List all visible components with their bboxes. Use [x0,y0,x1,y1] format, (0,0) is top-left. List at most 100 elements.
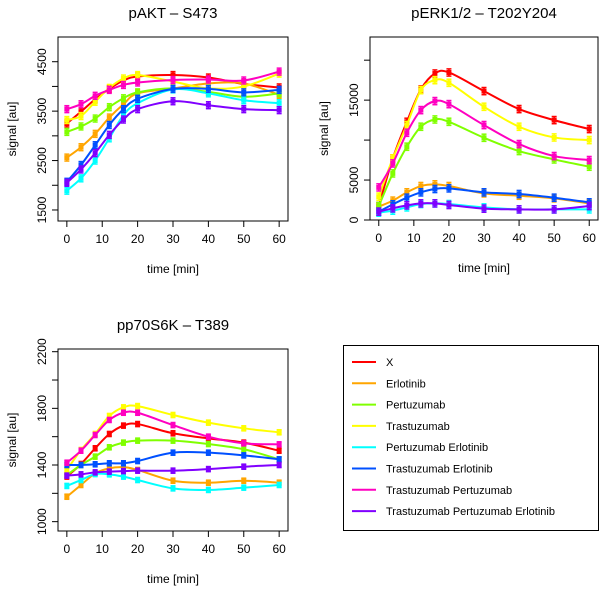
data-point [106,413,112,419]
data-point [106,104,112,110]
data-point [551,195,557,201]
series-line [66,87,280,183]
data-point [92,93,98,99]
x-tick-label: 40 [202,232,216,246]
data-point [390,155,396,161]
data-point [376,194,382,200]
x-tick-label: 50 [547,231,561,245]
data-point [276,69,282,75]
data-point [170,98,176,104]
data-point [404,189,410,195]
data-point [276,87,282,93]
data-point [276,448,282,454]
data-point [106,460,112,466]
data-point [276,429,282,435]
series-line [377,99,590,188]
data-point [120,410,126,416]
legend-entry: Erlotinib [386,378,426,390]
legend-entry: Trastuzumab Pertuzumab [386,485,512,497]
data-point [78,144,84,150]
data-point [135,477,141,483]
data-point [241,89,247,95]
data-point [376,203,382,209]
data-point [241,440,247,446]
data-point [64,180,70,186]
y-tick-label: 1500 [35,196,49,223]
data-point [481,122,487,128]
data-point [64,473,70,479]
data-point [516,106,522,112]
data-point [78,462,84,468]
data-point [92,432,98,438]
data-point [516,124,522,130]
data-point [516,191,522,197]
data-point [376,209,382,215]
chart-title: pAKT – S473 [129,5,218,22]
data-point [120,101,126,107]
data-point [390,160,396,166]
data-point [241,77,247,83]
data-point [276,482,282,488]
data-point [404,122,410,128]
y-tick-label: 3500 [35,97,49,124]
data-point [170,478,176,484]
series-trastuzumab-pertuzumab-erlotinib [64,97,282,188]
series-line [66,439,280,476]
data-point [135,79,141,85]
series-line [66,88,280,192]
data-point [106,132,112,138]
chart-panel-0: pAKT – S473 0 10 20 30 40 50 60 time [min] 1500 25… [5,5,289,276]
series-line [378,187,590,213]
data-point [205,77,211,83]
data-point [241,478,247,484]
data-point [120,460,126,466]
data-point [64,483,70,489]
series-trastuzumab-pertuzumab [64,409,282,467]
series-trastuzumab-pertuzumab-erlotinib [376,199,592,217]
data-point [390,205,396,211]
data-point [78,477,84,483]
data-point [64,467,70,473]
data-point [404,202,410,208]
series-line [66,72,280,122]
data-point [446,185,452,191]
data-point [170,438,176,444]
data-point [390,170,396,176]
data-point [135,96,141,102]
data-point [205,480,211,486]
plot-frame [57,36,289,222]
data-point [120,112,126,118]
data-point [120,95,126,101]
data-point [170,77,176,83]
series-trastuzumab-pertuzumab [64,67,282,114]
data-point [135,106,141,112]
data-point [64,129,70,135]
data-point [120,474,126,480]
x-tick-label: 60 [272,542,286,556]
series-line [66,450,280,467]
data-point [78,175,84,181]
data-point [432,186,438,192]
x-tick-label: 0 [375,231,382,245]
data-point [205,102,211,108]
data-point [205,434,211,440]
data-point [205,86,211,92]
data-point [205,420,211,426]
data-point [78,113,84,119]
data-point [586,157,592,163]
data-point [446,80,452,86]
y-tick-label: 2200 [35,338,49,365]
data-point [241,446,247,452]
data-point [170,468,176,474]
data-point [551,206,557,212]
x-tick-label: 10 [96,542,110,556]
data-point [78,162,84,168]
x-tick-label: 40 [202,542,216,556]
data-point [481,135,487,141]
data-point [432,98,438,104]
data-point [78,448,84,454]
data-point [64,460,70,466]
data-point [170,450,176,456]
data-point [106,417,112,423]
data-point [432,71,438,77]
